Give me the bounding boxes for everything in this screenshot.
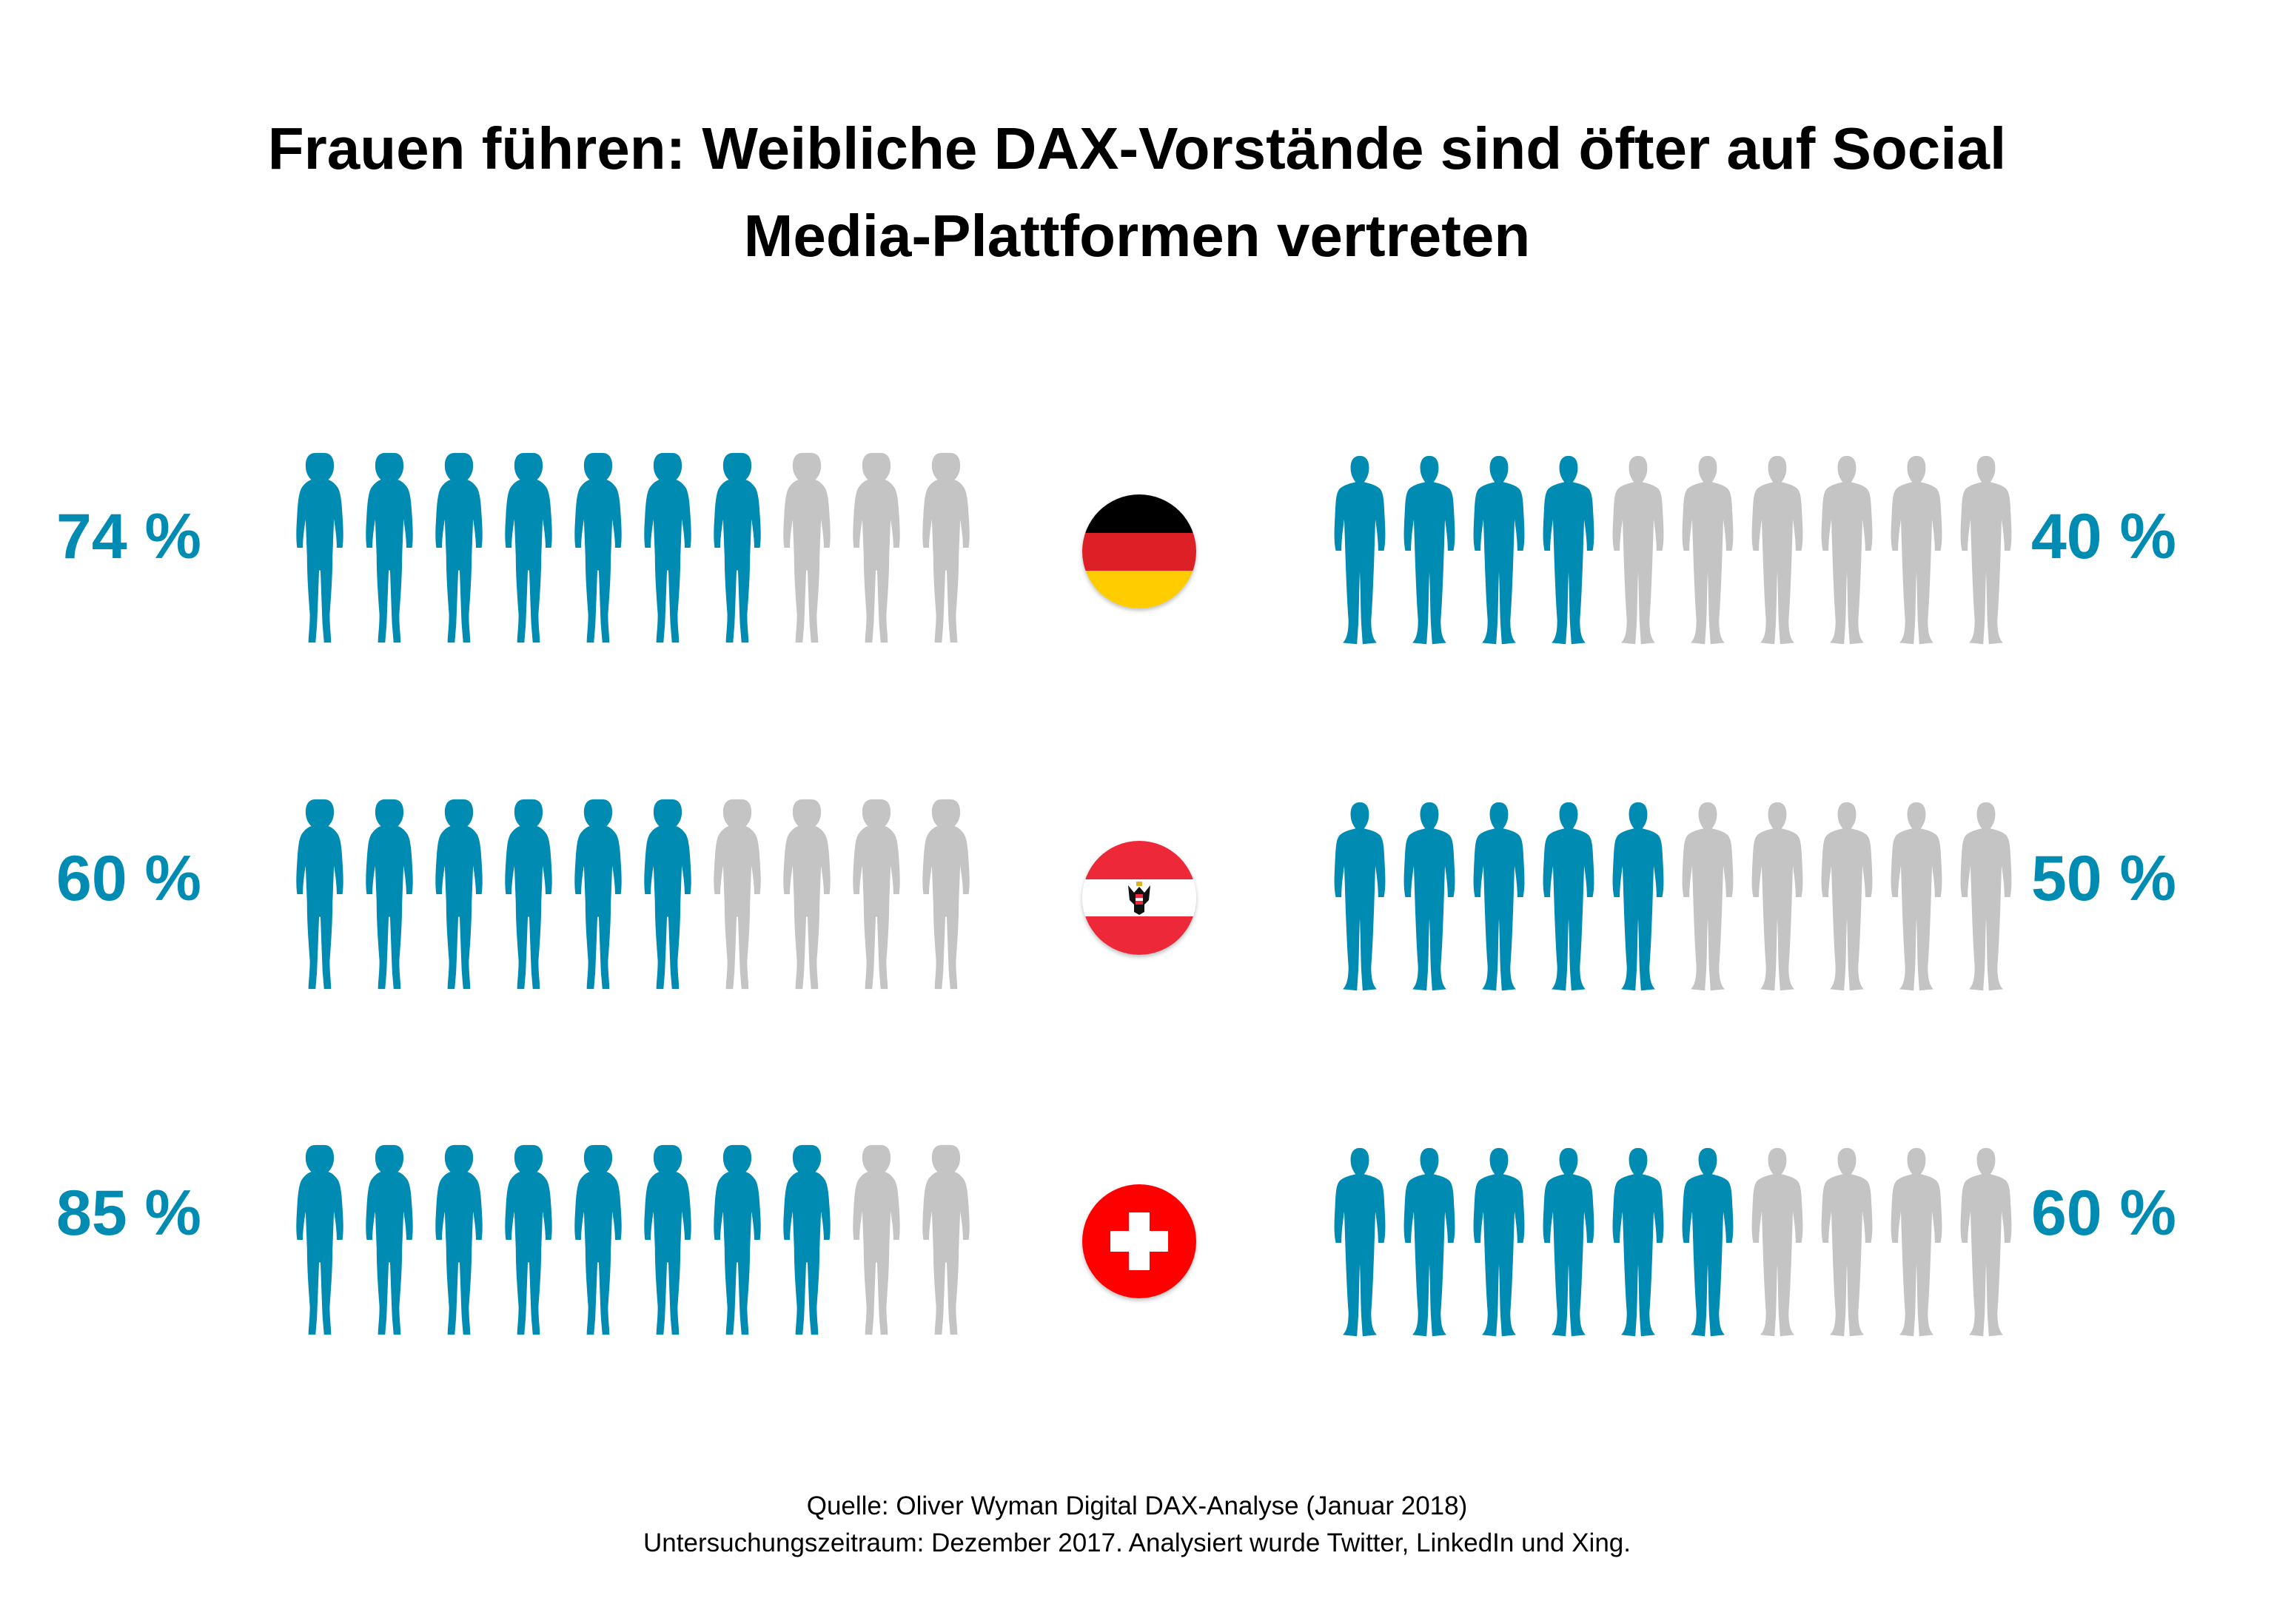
source-line-2: Untersuchungszeitraum: Dezember 2017. An… <box>643 1529 1631 1557</box>
man-icon <box>1884 793 1949 1001</box>
woman-icon <box>566 1136 631 1343</box>
woman-icon <box>913 444 979 651</box>
woman-icon <box>496 444 561 651</box>
woman-icon <box>426 444 492 651</box>
woman-icon <box>426 791 492 998</box>
woman-icon <box>705 791 770 998</box>
man-icon <box>1327 793 1392 1001</box>
men-percent-label: 50 % <box>2030 843 2176 914</box>
man-icon <box>1884 1139 1949 1346</box>
men-percent-label: 40 % <box>2030 501 2176 572</box>
men-icon-row <box>1327 793 2023 1001</box>
man-icon <box>1466 793 1532 1001</box>
man-icon <box>1397 447 1462 654</box>
man-icon <box>1606 793 1671 1001</box>
woman-icon <box>496 791 561 998</box>
woman-icon <box>774 1136 839 1343</box>
man-icon <box>1884 447 1949 654</box>
woman-icon <box>844 791 909 998</box>
women-icon-row <box>287 444 983 651</box>
woman-icon <box>566 791 631 998</box>
man-icon <box>1745 447 1810 654</box>
title-line-2: Media-Plattformen vertreten <box>743 203 1531 269</box>
woman-icon <box>635 1136 700 1343</box>
man-icon <box>1953 1139 2019 1346</box>
man-icon <box>1814 447 1879 654</box>
man-icon <box>1397 793 1462 1001</box>
man-icon <box>1327 1139 1392 1346</box>
man-icon <box>1675 447 1740 654</box>
man-icon <box>1675 793 1740 1001</box>
women-icon-row <box>287 791 983 998</box>
man-icon <box>1606 447 1671 654</box>
woman-icon <box>357 1136 422 1343</box>
man-icon <box>1536 447 1601 654</box>
woman-icon <box>844 444 909 651</box>
women-percent-label: 74 % <box>56 501 202 572</box>
woman-icon <box>566 444 631 651</box>
source-line-1: Quelle: Oliver Wyman Digital DAX-Analyse… <box>806 1492 1468 1520</box>
woman-icon <box>774 791 839 998</box>
woman-icon <box>844 1136 909 1343</box>
switzerland-flag <box>1082 1184 1196 1298</box>
man-icon <box>1466 447 1532 654</box>
woman-icon <box>357 791 422 998</box>
woman-icon <box>287 791 352 998</box>
men-icon-row <box>1327 447 2023 654</box>
man-icon <box>1953 447 2019 654</box>
man-icon <box>1814 1139 1879 1346</box>
chart-title: Frauen führen: Weibliche DAX-Vorstände s… <box>0 105 2274 280</box>
woman-icon <box>357 444 422 651</box>
woman-icon <box>635 444 700 651</box>
woman-icon <box>635 791 700 998</box>
woman-icon <box>913 1136 979 1343</box>
woman-icon <box>287 1136 352 1343</box>
women-percent-label: 60 % <box>56 843 202 914</box>
man-icon <box>1814 793 1879 1001</box>
man-icon <box>1675 1139 1740 1346</box>
men-percent-label: 60 % <box>2030 1178 2176 1249</box>
woman-icon <box>705 1136 770 1343</box>
woman-icon <box>913 791 979 998</box>
man-icon <box>1745 793 1810 1001</box>
man-icon <box>1606 1139 1671 1346</box>
source-note: Quelle: Oliver Wyman Digital DAX-Analyse… <box>0 1488 2274 1562</box>
man-icon <box>1745 1139 1810 1346</box>
man-icon <box>1536 793 1601 1001</box>
man-icon <box>1397 1139 1462 1346</box>
germany-flag <box>1082 494 1196 608</box>
woman-icon <box>426 1136 492 1343</box>
man-icon <box>1536 1139 1601 1346</box>
women-percent-label: 85 % <box>56 1178 202 1249</box>
man-icon <box>1953 793 2019 1001</box>
woman-icon <box>287 444 352 651</box>
title-line-1: Frauen führen: Weibliche DAX-Vorstände s… <box>267 115 2007 181</box>
austria-flag <box>1082 841 1196 955</box>
woman-icon <box>705 444 770 651</box>
woman-icon <box>774 444 839 651</box>
woman-icon <box>496 1136 561 1343</box>
man-icon <box>1466 1139 1532 1346</box>
men-icon-row <box>1327 1139 2023 1346</box>
women-icon-row <box>287 1136 983 1343</box>
man-icon <box>1327 447 1392 654</box>
